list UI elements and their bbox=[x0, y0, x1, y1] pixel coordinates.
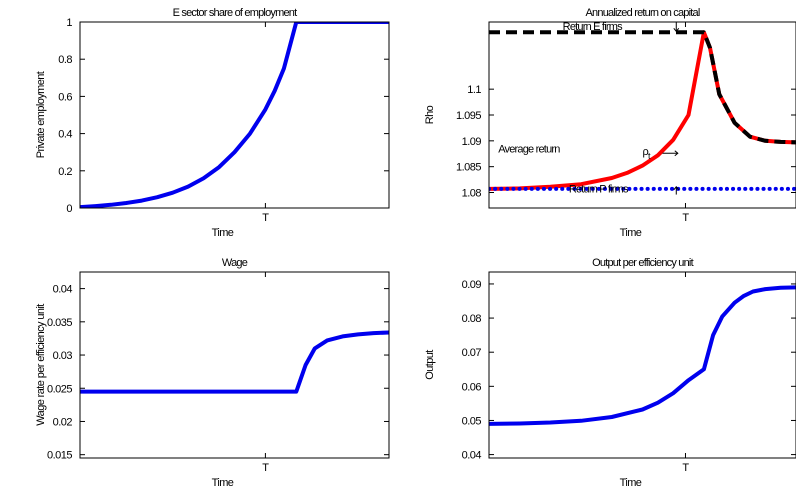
y-axis-label: Rho bbox=[424, 105, 436, 124]
y-tick-label: 0.03 bbox=[53, 350, 73, 362]
x-axis-label: Time bbox=[620, 477, 642, 486]
x-axis-label: Time bbox=[620, 227, 642, 239]
y-tick-label: 1.09 bbox=[462, 136, 482, 148]
x-axis-label: Time bbox=[212, 477, 234, 486]
chart-panel-1: E sector share of employment 0 0.2 0.4 0.6 0.… bbox=[35, 7, 390, 239]
x-tick-label: T bbox=[682, 462, 689, 474]
chart-title: E sector share of employment bbox=[173, 7, 297, 19]
y-tick-label: 0.015 bbox=[47, 450, 72, 462]
chart-panel-2: Annualized return on capital 1.08 1.085 1.0… bbox=[424, 7, 796, 239]
arrow-down-icon bbox=[673, 27, 680, 33]
arrow-right-icon bbox=[674, 150, 679, 157]
y-tick-label: 0.2 bbox=[58, 166, 72, 178]
series-line-1 bbox=[80, 330, 389, 394]
y-tick-label: 0.04 bbox=[53, 284, 73, 296]
y-tick-label: 0.8 bbox=[58, 54, 72, 66]
y-tick-label: 0.07 bbox=[462, 347, 482, 359]
y-tick-label: 1.095 bbox=[456, 110, 481, 122]
series-line-1 bbox=[80, 22, 389, 208]
plot-frame bbox=[79, 21, 390, 209]
y-tick-label: 0.025 bbox=[47, 383, 72, 395]
y-tick-label: 1.1 bbox=[467, 84, 481, 96]
plot-frame bbox=[488, 21, 796, 209]
x-tick-label: T bbox=[262, 212, 269, 224]
x-tick-label: T bbox=[262, 462, 269, 474]
chart-title: Output per efficiency unit bbox=[592, 257, 693, 269]
y-axis-label: Private employment bbox=[35, 71, 47, 158]
arrow-up-icon bbox=[673, 186, 680, 191]
plot-frame bbox=[488, 271, 796, 459]
x-axis-label: Time bbox=[212, 227, 234, 239]
annotation: Return E firms bbox=[563, 21, 623, 33]
y-axis-label: Wage rate per efficiency unit bbox=[35, 304, 47, 426]
series-line-2 bbox=[489, 30, 796, 145]
y-tick-label: 0.05 bbox=[462, 415, 482, 427]
y-axis-label: Output bbox=[424, 350, 436, 380]
x-tick-label: T bbox=[682, 212, 689, 224]
annotation: Return P firms bbox=[569, 184, 629, 196]
y-tick-label: 0.06 bbox=[462, 381, 482, 393]
y-tick-label: 0.02 bbox=[53, 416, 73, 428]
y-tick-label: 1.085 bbox=[456, 162, 481, 174]
y-tick-label: 0.6 bbox=[58, 91, 72, 103]
y-tick-label: 0 bbox=[66, 203, 72, 215]
chart-panel-4: Output per efficiency unit 0.04 0.05 0.06 0.… bbox=[424, 257, 796, 486]
y-tick-label: 0.08 bbox=[462, 313, 482, 325]
y-tick-label: 1.08 bbox=[462, 188, 482, 200]
chart-panel-3: Wage 0.015 0.02 0.025 0.03 0.035 0.04 T Time Wage… bbox=[35, 257, 390, 486]
plot-frame bbox=[79, 271, 390, 459]
chart-title: Annualized return on capital bbox=[586, 7, 700, 19]
y-tick-label: 0.09 bbox=[462, 279, 482, 291]
annotation: Average return bbox=[498, 144, 560, 156]
y-tick-label: 0.035 bbox=[47, 317, 72, 329]
y-tick-label: 0.04 bbox=[462, 450, 482, 462]
y-tick-label: 1 bbox=[66, 17, 72, 29]
series-line-1 bbox=[489, 285, 796, 426]
chart-title: Wage bbox=[222, 257, 248, 269]
series-line-1 bbox=[489, 30, 796, 191]
y-tick-label: 0.4 bbox=[58, 129, 72, 141]
